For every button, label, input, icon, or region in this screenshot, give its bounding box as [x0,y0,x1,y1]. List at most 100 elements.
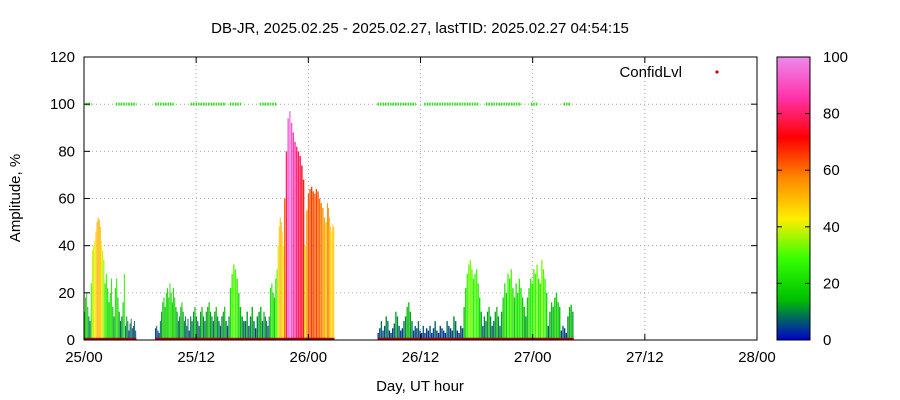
amplitude-bar [125,325,127,340]
amplitude-bar [320,203,322,340]
amplitude-bar [390,332,392,340]
amplitude-bar [225,321,227,340]
amplitude-bar [456,330,459,340]
amplitude-bar [499,325,501,340]
colorbar-tick-label: 20 [823,275,840,292]
amplitude-bar [118,311,120,340]
amplitude-bar [330,226,332,340]
amplitude-bar [488,306,490,340]
amplitude-bar [446,321,448,340]
amplitude-bar [404,316,407,340]
amplitude-bar [127,321,129,340]
amplitude-bar [157,330,159,340]
amplitude-bar [479,297,481,340]
amplitude-bar [290,123,293,340]
amplitude-bar [246,311,248,340]
amplitude-bar [377,332,379,340]
amplitude-bar [521,297,524,340]
amplitude-bar [239,306,242,340]
amplitude-bar [560,330,563,340]
amplitude-bar [132,325,134,340]
amplitude-bar [317,191,319,340]
amplitude-bar [267,325,269,340]
amplitude-bar [414,325,416,340]
amplitude-bar [493,321,495,340]
amplitude-bar [191,321,193,340]
y-tick-label: 100 [50,96,75,113]
amplitude-bar [135,330,137,340]
amplitude-bar [197,321,199,340]
amplitude-bar [314,193,316,340]
amplitude-bar [253,321,255,340]
amplitude-bar [547,325,549,340]
amplitude-bar [170,292,172,340]
amplitude-bar [401,328,403,340]
amplitude-bar [533,269,535,340]
chart-title: DB-JR, 2025.02.25 - 2025.02.27, lastTID:… [211,20,629,37]
amplitude-bar [234,269,237,340]
amplitude-bar [504,283,506,340]
amplitude-bar [392,328,394,340]
amplitude-bar [287,118,289,340]
amplitude-bar [192,311,195,340]
legend-label: ConfidLvl [619,64,682,81]
amplitude-bar [156,325,158,340]
amplitude-bar [217,316,219,340]
amplitude-bar [222,311,224,340]
x-tick-label: 26/12 [402,349,440,366]
amplitude-bar [211,316,213,340]
amplitude-bar [451,330,453,340]
amplitude-bar [278,226,280,340]
x-tick-label: 25/00 [65,349,103,366]
amplitude-bar [315,189,318,340]
legend-marker [715,70,719,74]
amplitude-bar [510,269,512,340]
amplitude-bar [177,321,179,340]
amplitude-bar [529,278,532,340]
amplitude-bar [103,259,105,340]
amplitude-bar [297,151,300,340]
amplitude-bar [201,306,203,340]
amplitude-bar [202,316,205,340]
amplitude-bar [116,278,118,340]
amplitude-bar [518,278,521,340]
amplitude-bar [194,306,196,340]
amplitude-bar [549,311,551,340]
amplitude-bar [134,321,136,340]
amplitude-bar [439,325,442,340]
amplitude-bar [403,321,405,340]
amplitude-bar [327,203,328,340]
amplitude-bar [128,330,130,340]
amplitude-bar [158,332,160,340]
amplitude-bar [224,306,226,340]
amplitude-bar [333,226,335,340]
amplitude-bar [226,325,229,340]
amplitude-bar [205,311,207,340]
colorbar [776,56,811,341]
amplitude-bar [380,321,383,340]
amplitude-bar [396,316,399,340]
colorbar-tick-label: 40 [823,219,840,236]
amplitude-bar [491,325,493,340]
amplitude-bar [424,332,426,340]
amplitude-bar [270,288,272,340]
amplitude-bar [523,306,525,340]
amplitude-bar [460,325,462,340]
amplitude-bar [233,264,235,340]
amplitude-bar [388,330,391,340]
amplitude-bar [249,316,252,340]
amplitude-bar [409,311,412,340]
amplitude-bar [497,316,500,340]
amplitude-bar [294,141,296,340]
amplitude-bar [475,269,478,340]
amplitude-bar [181,302,183,340]
amplitude-bar [502,297,504,340]
amplitude-bar [550,302,553,340]
amplitude-bar [180,306,182,340]
amplitude-bar [331,231,333,340]
amplitude-bar [489,316,492,340]
amplitude-bar [186,325,188,340]
amplitude-bar [241,316,243,340]
amplitude-bar [422,325,424,340]
